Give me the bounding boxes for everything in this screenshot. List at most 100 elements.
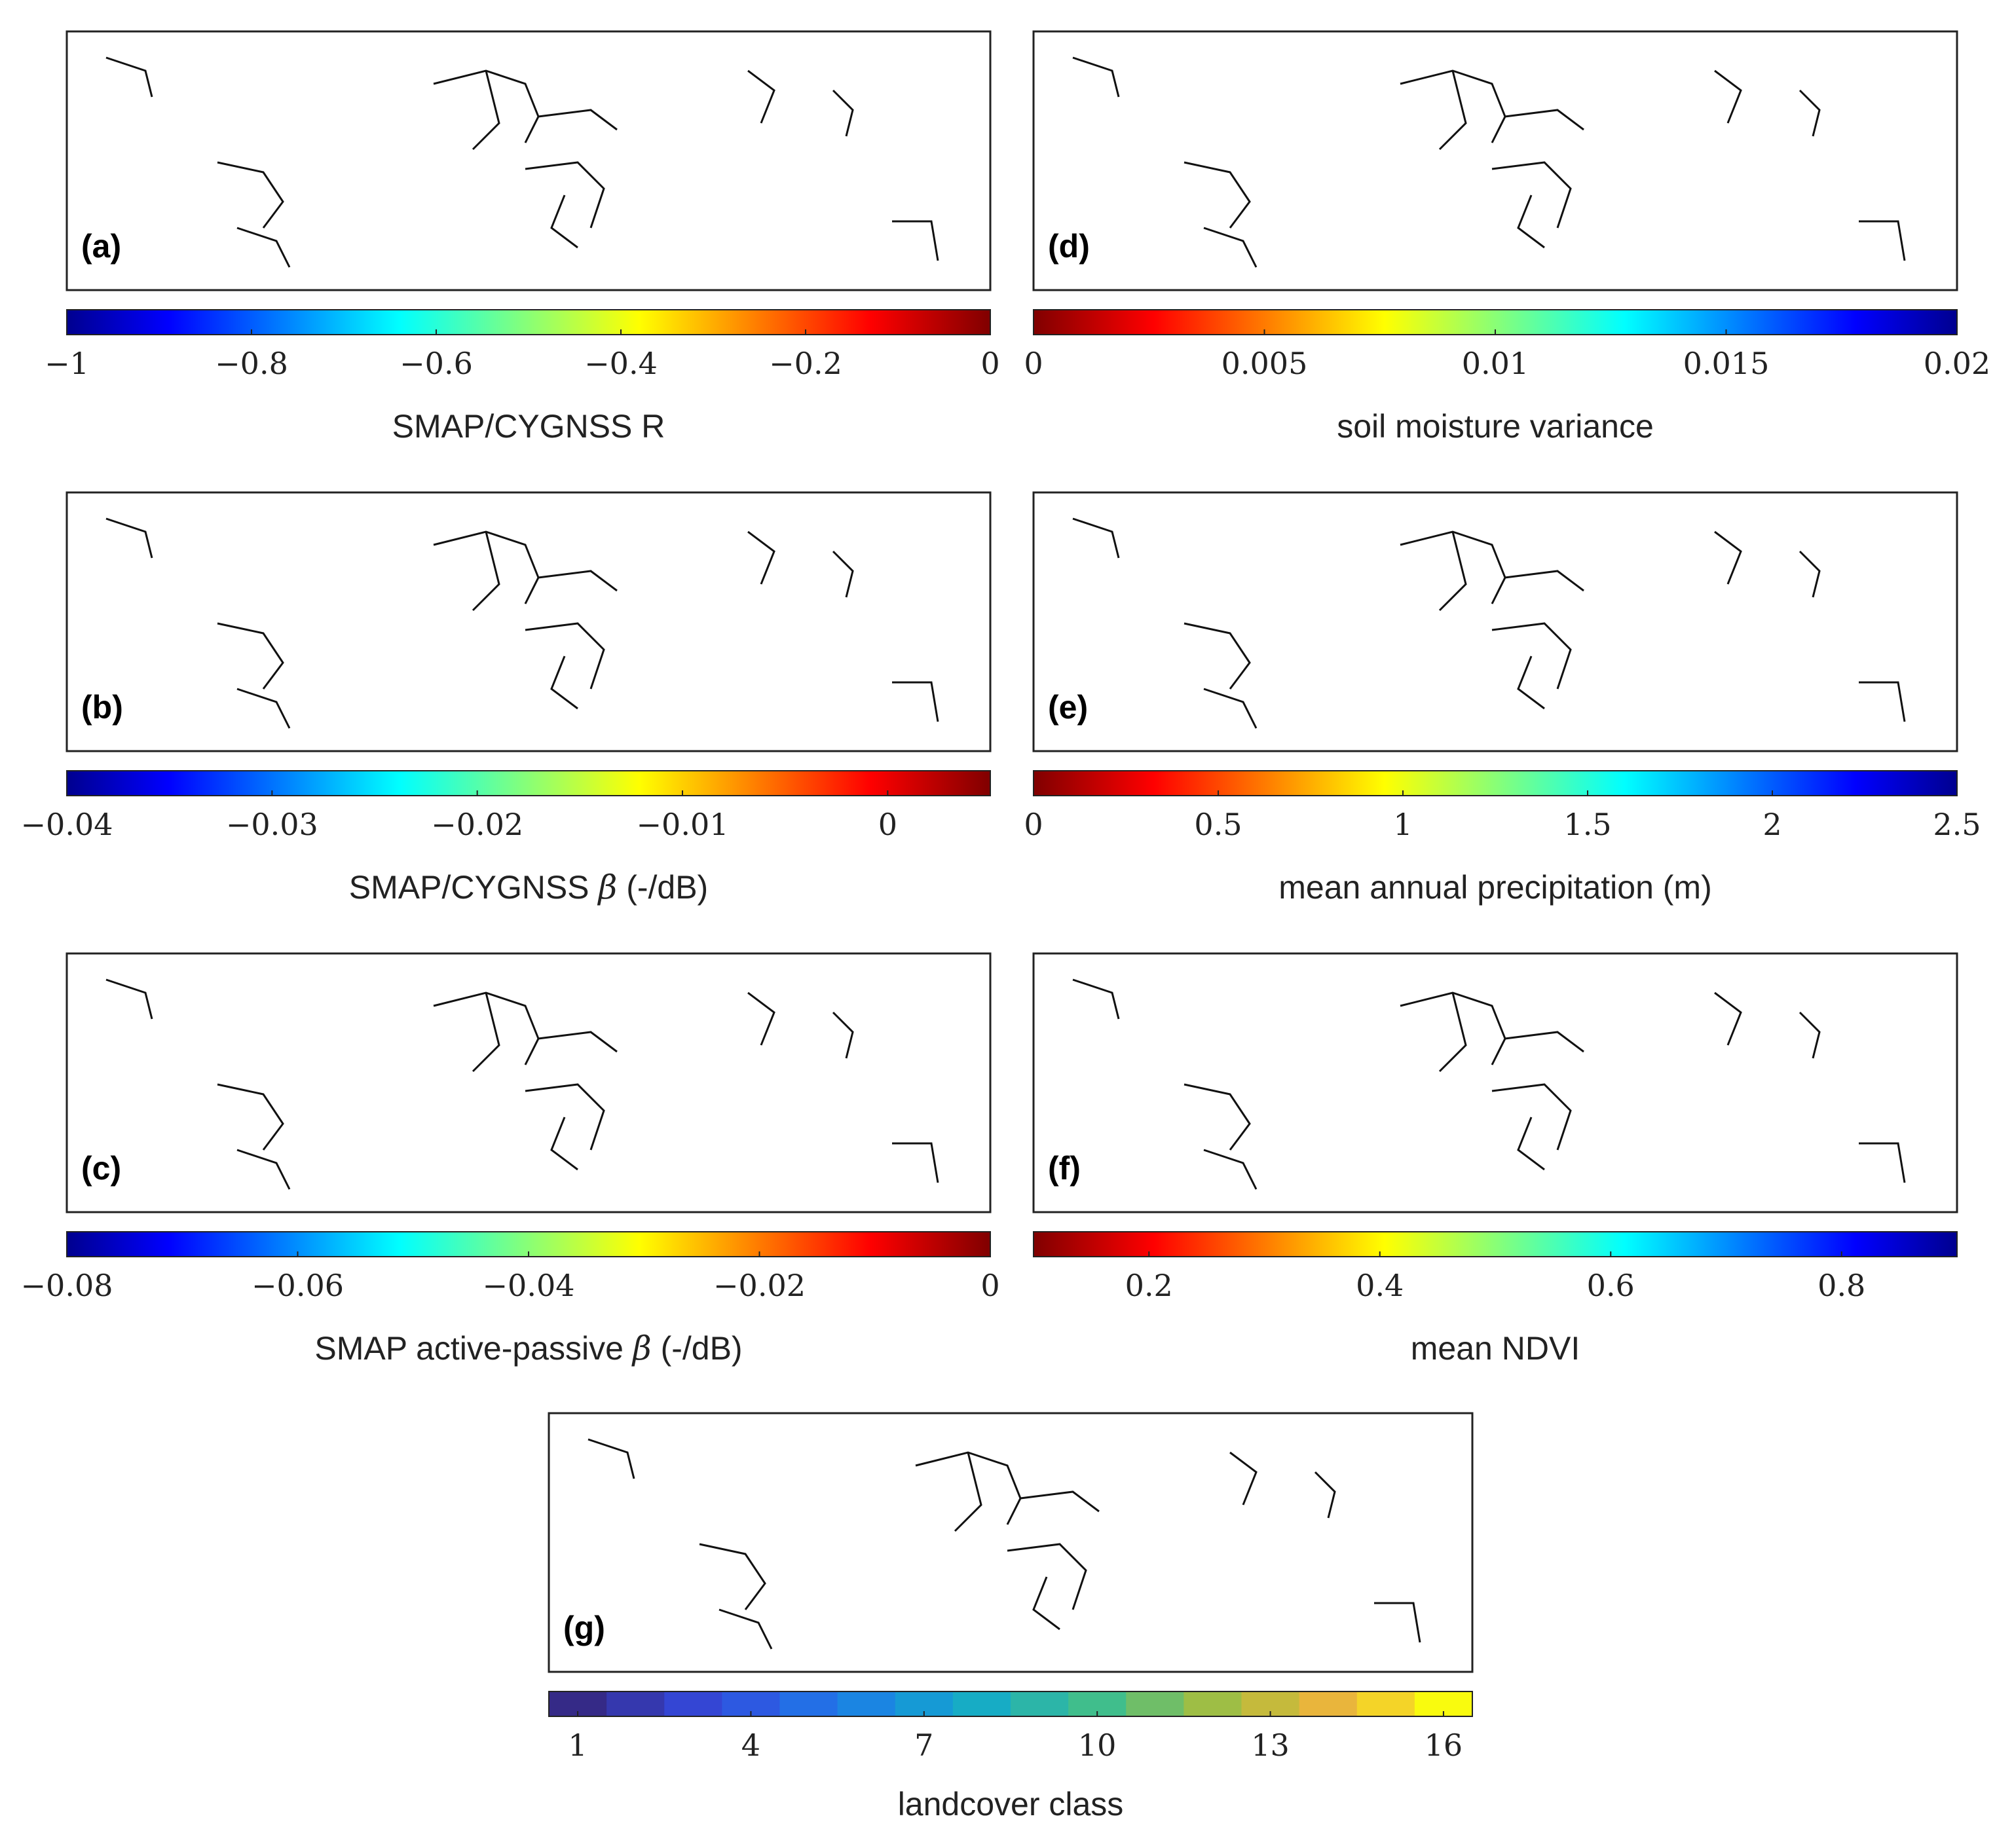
landcover-class-swatch	[952, 1691, 1011, 1716]
colorbar-tick-label: −0.01	[637, 807, 729, 842]
beta-symbol-c: β	[631, 1329, 652, 1367]
colorbar-title-d: soil moisture variance	[1337, 408, 1654, 445]
colorbar-tick-label: 0.01	[1462, 346, 1529, 381]
colorbar-f: 0.2 0.4 0.6 0.8 mean NDVI	[1033, 1231, 1958, 1367]
colorbar-tick-label: 2.5	[1933, 807, 1981, 842]
colorbar-title-c-part1: SMAP active-passive	[314, 1330, 632, 1367]
colorbar-tick-label: 4	[741, 1728, 760, 1763]
colorbar-title-g: landcover class	[898, 1786, 1124, 1822]
colorbar-tick-label: −0.04	[21, 807, 113, 842]
colorbar-gradient-b	[66, 770, 991, 796]
borders-a	[105, 56, 939, 268]
colorbar-tick-label: −0.4	[584, 346, 658, 381]
borders-f	[1072, 978, 1906, 1191]
landcover-class-swatch	[779, 1691, 838, 1716]
colorbar-title-c: SMAP active-passive β (-/dB)	[314, 1329, 742, 1367]
colorbar-tick-label: 0.4	[1356, 1268, 1404, 1303]
map-frame-a	[65, 30, 992, 291]
colorbar-tick-label: 7	[914, 1728, 933, 1763]
panel-c: (c)	[65, 952, 992, 1213]
map-frame-f	[1032, 952, 1958, 1213]
map-frame-e	[1032, 491, 1958, 752]
beta-symbol-b: β	[597, 868, 617, 906]
landcover-class-swatch	[837, 1691, 896, 1716]
panel-label-b: (b)	[81, 689, 123, 726]
colorbar-tick-label: −0.6	[400, 346, 473, 381]
map-frame-b	[65, 491, 992, 752]
borders-c	[105, 978, 939, 1191]
borders-b	[105, 517, 939, 730]
panel-f: (f)	[1032, 952, 1958, 1213]
colorbar-tick-label: 10	[1078, 1728, 1117, 1763]
colorbar-tick-label: 0	[878, 807, 897, 842]
colorbar-tick-label: 13	[1251, 1728, 1290, 1763]
colorbar-d: 0 0.005 0.01 0.015 0.02 soil moisture varian…	[1024, 309, 1990, 445]
panel-label-c: (c)	[81, 1150, 121, 1187]
colorbar-tick-label: 0.6	[1587, 1268, 1635, 1303]
landcover-class-swatch	[664, 1691, 722, 1716]
colorbar-tick-label: 0.015	[1683, 346, 1770, 381]
colorbar-tick-label: −0.04	[483, 1268, 575, 1303]
colorbar-tick-label: 0	[980, 346, 999, 381]
colorbar-gradient-a	[66, 309, 991, 335]
colorbar-tick-label: 0	[1024, 807, 1043, 842]
colorbar-tick-label: −0.06	[252, 1268, 344, 1303]
map-frame-g	[548, 1412, 1474, 1673]
colorbar-ticks-c: −0.08 −0.06 −0.04 −0.02 0	[21, 1251, 1000, 1303]
colorbar-title-b-part1: SMAP/CYGNSS	[349, 869, 599, 906]
colorbar-tick-label: 16	[1425, 1728, 1463, 1763]
panel-label-g: (g)	[563, 1610, 605, 1646]
panel-label-f: (f)	[1048, 1150, 1081, 1187]
colorbar-tick-label: 0.8	[1818, 1268, 1865, 1303]
landcover-class-swatch	[606, 1691, 665, 1716]
panel-d: (d)	[1032, 30, 1958, 291]
colorbar-tick-label: 0	[980, 1268, 999, 1303]
panel-g: (g)	[548, 1412, 1474, 1673]
colorbar-outline-g	[548, 1691, 1473, 1717]
panel-e: (e)	[1032, 491, 1958, 752]
colorbar-gradient-f	[1033, 1231, 1958, 1257]
map-d	[1040, 33, 1957, 290]
landcover-class-swatch	[1126, 1691, 1184, 1716]
map-b	[73, 494, 990, 751]
colorbar-tick-label: −0.08	[21, 1268, 113, 1303]
colorbar-tick-label: 0.005	[1221, 346, 1308, 381]
colorbar-e: 0 0.5 1 1.5 2 2.5 mean annual precipitation (…	[1024, 770, 1981, 906]
colorbar-title-c-part2: (-/dB)	[652, 1330, 743, 1367]
borders-g	[587, 1438, 1421, 1650]
colorbar-tick-label: −1	[45, 346, 89, 381]
colorbar-tick-label: 2	[1762, 807, 1781, 842]
colorbar-tick-label: 0.5	[1194, 807, 1242, 842]
colorbar-ticks-f: 0.2 0.4 0.6 0.8	[1125, 1251, 1865, 1303]
map-f	[1040, 955, 1957, 1212]
colorbar-ticks-b: −0.04 −0.03 −0.02 −0.01 0	[21, 790, 897, 842]
landcover-class-swatch	[1356, 1691, 1415, 1716]
panel-label-d: (d)	[1048, 228, 1090, 265]
panel-label-e: (e)	[1048, 689, 1088, 726]
colorbar-tick-label: 0.02	[1924, 346, 1990, 381]
colorbar-title-f: mean NDVI	[1411, 1330, 1580, 1367]
colorbar-tick-label: 1	[568, 1728, 587, 1763]
borders-e	[1072, 517, 1906, 730]
colorbar-ticks-d: 0 0.005 0.01 0.015 0.02	[1024, 329, 1990, 381]
colorbar-tick-label: 0	[1024, 346, 1043, 381]
map-g	[555, 1415, 1472, 1672]
borders-d	[1072, 56, 1906, 268]
landcover-class-swatch	[1299, 1691, 1358, 1716]
map-frame-c	[65, 952, 992, 1213]
panel-b: (b)	[65, 491, 992, 752]
colorbar-tick-label: −0.02	[713, 1268, 806, 1303]
colorbar-tick-label: −0.03	[226, 807, 318, 842]
colorbar-cells-g	[549, 1691, 1473, 1716]
colorbar-g: 1 4 7 10 13 16 landcover class	[548, 1691, 1473, 1822]
colorbar-title-e: mean annual precipitation (m)	[1278, 869, 1711, 906]
map-a	[73, 33, 990, 290]
map-frame-d	[1032, 30, 1958, 291]
panel-label-a: (a)	[81, 228, 121, 265]
colorbar-tick-label: −0.02	[431, 807, 523, 842]
colorbar-gradient-e	[1033, 770, 1958, 796]
map-c	[73, 955, 990, 1212]
landcover-class-swatch	[1011, 1691, 1069, 1716]
colorbar-ticks-g: 1 4 7 10 13 16	[568, 1711, 1463, 1763]
